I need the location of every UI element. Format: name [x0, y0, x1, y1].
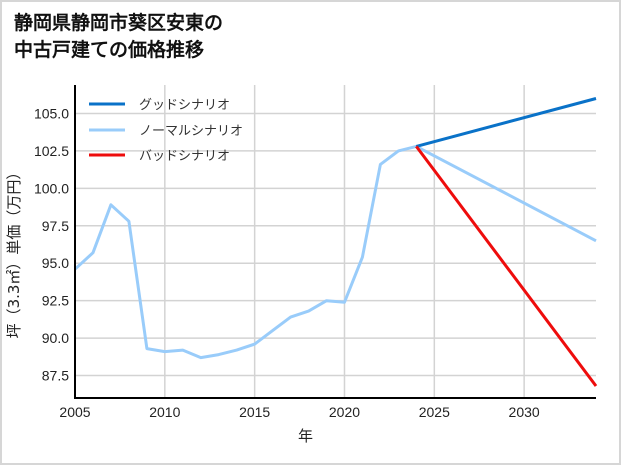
data-series: [73, 97, 598, 387]
axes: 2005 2010 2015 2020 2025 2030 87.5 90.0 92.5 95.0…: [5, 85, 596, 445]
x-tick-label: 2005: [59, 404, 90, 420]
y-axis-label: 坪（3.3㎡）単価（万円）: [5, 165, 23, 339]
y-tick-label: 90.0: [42, 330, 69, 346]
x-tick-label: 2015: [239, 404, 270, 420]
y-tick-label: 97.5: [42, 218, 69, 234]
chart-title: 静岡県静岡市葵区安東の 中古戸建ての価格推移: [14, 10, 223, 64]
series-line-good: [415, 97, 597, 148]
x-tick-label: 2010: [149, 404, 180, 420]
y-tick-label: 87.5: [42, 368, 69, 384]
y-tick-label: 102.5: [34, 143, 69, 159]
series-line-bad: [415, 145, 598, 387]
chart-title-line-2: 中古戸建ての価格推移: [14, 39, 205, 61]
x-tick-label: 2020: [329, 404, 360, 420]
y-tick-label: 92.5: [42, 293, 69, 309]
x-axis-label: 年: [298, 427, 313, 445]
x-tick-label: 2030: [509, 404, 540, 420]
x-tick-label: 2025: [419, 404, 450, 420]
chart-title-line-1: 静岡県静岡市葵区安東の: [14, 12, 224, 34]
grid-lines: [74, 85, 596, 398]
y-tick-label: 100.0: [34, 180, 69, 196]
y-tick-label: 95.0: [42, 255, 69, 271]
legend-label: グッドシナリオ: [139, 98, 230, 113]
legend-label: バッドシナリオ: [139, 149, 230, 164]
legend-label: ノーマルシナリオ: [139, 124, 243, 139]
y-tick-label: 105.0: [34, 105, 69, 121]
series-line-normal: [73, 144, 597, 360]
